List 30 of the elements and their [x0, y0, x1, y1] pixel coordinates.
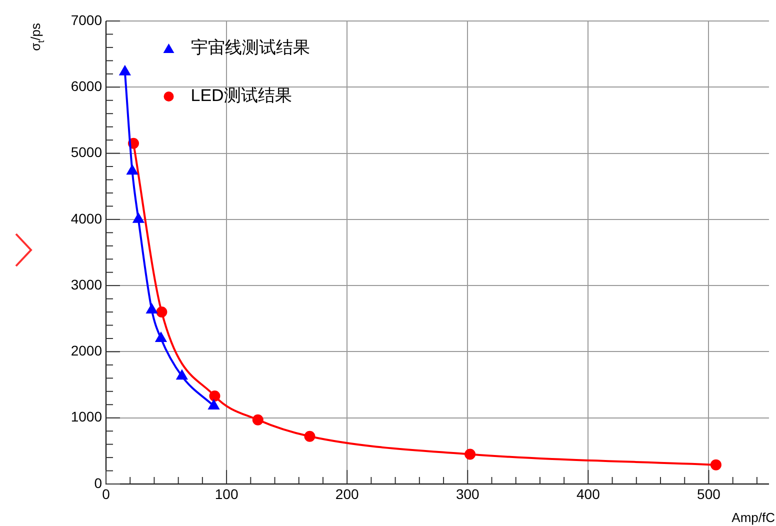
- point: [208, 400, 220, 410]
- x-tick-label: 500: [697, 486, 721, 502]
- point: [156, 332, 166, 342]
- point: [176, 370, 188, 380]
- point: [126, 165, 138, 175]
- legend-label: 宇宙线测试结果: [190, 38, 310, 58]
- y-tick-label: 2000: [70, 342, 102, 359]
- point: [252, 414, 264, 426]
- y-tick-label: 4000: [70, 210, 102, 226]
- y-axis-title: σt/ps: [28, 22, 46, 51]
- x-tick-label: 200: [335, 486, 359, 502]
- x-tick-label: 400: [576, 486, 600, 502]
- x-tick-label: 100: [214, 486, 238, 502]
- point: [156, 306, 168, 318]
- legend-label: LED测试结果: [190, 86, 292, 106]
- y-tick-label: 7000: [70, 12, 102, 28]
- x-axis-title: Amp/fC: [732, 510, 775, 525]
- y-tick-label: 1000: [70, 408, 102, 425]
- point: [209, 390, 220, 402]
- point: [710, 459, 722, 470]
- point: [304, 430, 316, 442]
- point: [464, 448, 476, 460]
- point: [133, 213, 144, 223]
- y-tick-label: 3000: [70, 276, 102, 292]
- x-tick-label: 300: [456, 486, 480, 502]
- y-tick-label: 0: [94, 474, 102, 491]
- y-tick-label: 6000: [70, 78, 102, 94]
- point: [146, 304, 158, 314]
- y-tick-label: 5000: [70, 144, 102, 160]
- point: [120, 66, 130, 76]
